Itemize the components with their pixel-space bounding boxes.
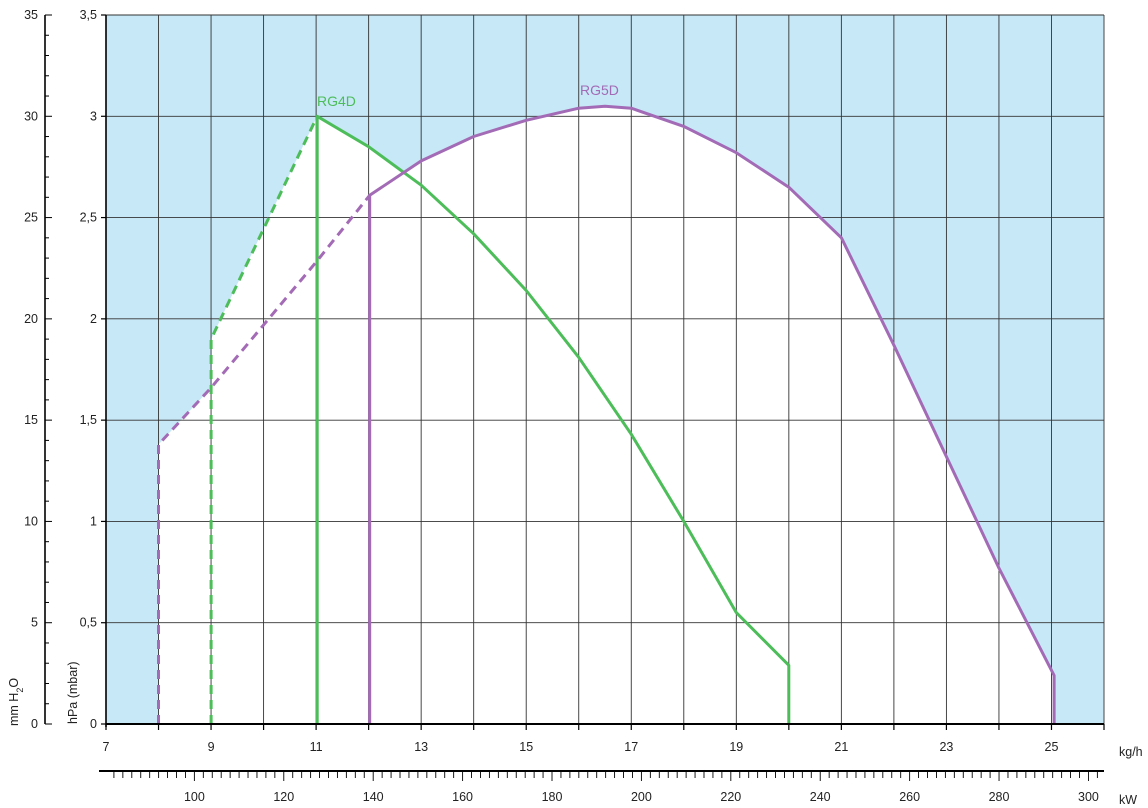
x-tick-label-kw: 160: [452, 790, 473, 804]
y-tick-label-hpa: 1: [90, 514, 97, 528]
x-unit-kw: kW: [1119, 793, 1137, 807]
x-tick-label-kw: 100: [184, 790, 205, 804]
x-tick-label-kgh: 9: [208, 740, 215, 754]
x-tick-label-kw: 260: [899, 790, 920, 804]
y-tick-label-mmh2o: 5: [31, 616, 38, 630]
x-tick-label-kw: 180: [542, 790, 563, 804]
y-tick-label-mmh2o: 15: [24, 413, 38, 427]
x-tick-label-kgh: 11: [310, 740, 323, 754]
y-tick-label-mmh2o: 30: [24, 109, 38, 123]
grid-lines: [105, 14, 1105, 725]
y-axis-title-mmh2o: mm H2O: [7, 678, 25, 726]
series-label-rg5d: RG5D: [580, 82, 619, 98]
y-tick-label-hpa: 2: [90, 312, 97, 326]
x-tick-label-kgh: 25: [1045, 740, 1059, 754]
series-rg4d-dashed-line: [209, 115, 319, 724]
y-axis-title-o: O: [7, 678, 21, 688]
y-tick-label-mmh2o: 35: [24, 8, 38, 22]
x-tick-label-kgh: 15: [519, 740, 533, 754]
x-tick-label-kgh: 17: [624, 740, 638, 754]
x-unit-kgh: kg/h: [1119, 745, 1143, 759]
series-curves: [157, 104, 1056, 724]
axes: 0 0,5 1 1,5 2 2,5 3 3,5 0 5 10 15 20 25 30 35 7 9 11 13 15 17…: [24, 8, 1105, 804]
y-axis-title-sub-2: 2: [15, 688, 25, 693]
series-rg4d-solid-line: [315, 114, 791, 724]
y-tick-label-hpa: 3: [90, 109, 97, 123]
x-tick-label-kw: 280: [989, 790, 1010, 804]
x-tick-label-kgh: 21: [834, 740, 848, 754]
series-rg5d-solid-line: [368, 104, 1056, 724]
y-axis-title-mm-h: mm H: [7, 693, 21, 726]
x-tick-label-kgh: 13: [414, 740, 428, 754]
x-tick-label-kgh: 19: [729, 740, 743, 754]
series-rg5d-dashed-line: [157, 194, 371, 724]
x-tick-label-kgh: 7: [103, 740, 110, 754]
x-tick-label-kgh: 23: [939, 740, 953, 754]
y-tick-label-hpa: 1,5: [80, 413, 97, 427]
y-tick-label-mmh2o: 20: [24, 312, 38, 326]
y-tick-label-mmh2o: 10: [24, 514, 38, 528]
y-tick-label-hpa: 0,5: [80, 616, 97, 630]
x-tick-label-kw: 240: [810, 790, 831, 804]
x-tick-label-kw: 140: [363, 790, 384, 804]
working-range-area-2: [158, 106, 1055, 724]
y-tick-label-hpa: 3,5: [80, 8, 97, 22]
x-tick-label-kw: 300: [1078, 790, 1099, 804]
y-tick-label-mmh2o: 25: [24, 211, 38, 225]
y-tick-label-hpa: 2,5: [80, 211, 97, 225]
y-axis-title-hpa: hPa (mbar): [66, 661, 80, 724]
y-tick-label-hpa: 0: [90, 717, 97, 731]
x-tick-label-kw: 120: [273, 790, 294, 804]
series-label-rg4d: RG4D: [317, 93, 356, 109]
y-tick-label-mmh2o: 0: [31, 717, 38, 731]
x-tick-label-kw: 220: [720, 790, 741, 804]
x-tick-label-kw: 200: [631, 790, 652, 804]
